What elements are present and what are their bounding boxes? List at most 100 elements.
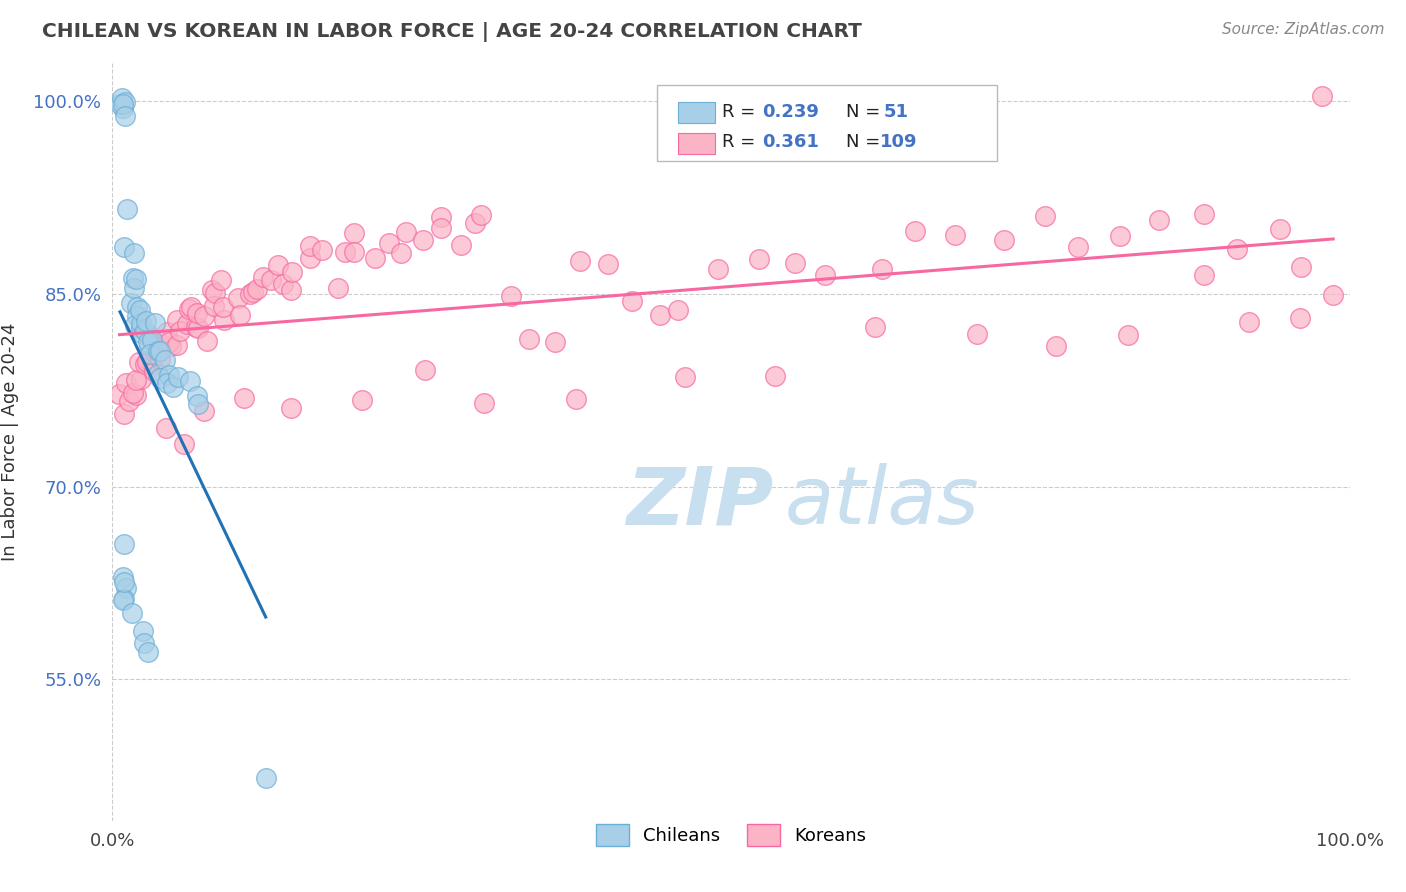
- Point: [159, 368, 181, 383]
- Point: [134, 324, 156, 338]
- Point: [112, 593, 135, 607]
- Point: [112, 240, 135, 254]
- Point: [1226, 242, 1249, 256]
- Point: [1116, 328, 1139, 343]
- Point: [148, 367, 170, 381]
- Point: [108, 387, 131, 401]
- Point: [763, 369, 786, 384]
- Text: 0.239: 0.239: [762, 103, 818, 120]
- FancyBboxPatch shape: [657, 85, 997, 161]
- Point: [271, 277, 294, 292]
- Point: [166, 369, 188, 384]
- Point: [389, 245, 412, 260]
- Point: [146, 334, 169, 348]
- Point: [186, 305, 208, 319]
- Point: [280, 283, 302, 297]
- Point: [464, 216, 486, 230]
- Point: [229, 309, 252, 323]
- Point: [326, 280, 349, 294]
- Point: [1045, 338, 1067, 352]
- Point: [470, 208, 492, 222]
- Point: [139, 329, 162, 343]
- Point: [1067, 240, 1090, 254]
- Point: [115, 376, 138, 390]
- Point: [111, 97, 134, 112]
- Point: [153, 353, 176, 368]
- Point: [450, 237, 472, 252]
- Point: [114, 537, 136, 551]
- Point: [568, 253, 591, 268]
- Point: [160, 339, 183, 353]
- Text: R =: R =: [723, 103, 762, 120]
- Point: [149, 344, 172, 359]
- Text: 109: 109: [880, 134, 917, 152]
- Point: [121, 606, 143, 620]
- Point: [157, 334, 180, 349]
- Point: [707, 262, 730, 277]
- Point: [122, 246, 145, 260]
- Text: Source: ZipAtlas.com: Source: ZipAtlas.com: [1222, 22, 1385, 37]
- Point: [125, 388, 148, 402]
- Point: [1147, 213, 1170, 227]
- Point: [134, 357, 156, 371]
- Point: [135, 314, 157, 328]
- FancyBboxPatch shape: [678, 102, 716, 123]
- Point: [1291, 260, 1313, 274]
- Point: [187, 320, 209, 334]
- Point: [943, 227, 966, 242]
- Point: [202, 299, 225, 313]
- Text: R =: R =: [723, 134, 762, 152]
- Point: [124, 373, 146, 387]
- Legend: Chileans, Koreans: Chileans, Koreans: [589, 817, 873, 854]
- Point: [298, 239, 321, 253]
- Point: [162, 380, 184, 394]
- Point: [129, 320, 152, 334]
- Point: [114, 95, 136, 110]
- Point: [118, 394, 141, 409]
- Text: CHILEAN VS KOREAN IN LABOR FORCE | AGE 20-24 CORRELATION CHART: CHILEAN VS KOREAN IN LABOR FORCE | AGE 2…: [42, 22, 862, 42]
- Point: [136, 645, 159, 659]
- Point: [149, 371, 172, 385]
- Point: [156, 325, 179, 339]
- Point: [186, 320, 208, 334]
- Point: [993, 233, 1015, 247]
- Point: [176, 317, 198, 331]
- Point: [112, 407, 135, 421]
- Point: [650, 308, 672, 322]
- Point: [143, 364, 166, 378]
- Point: [166, 338, 188, 352]
- Point: [124, 281, 146, 295]
- Point: [748, 252, 770, 267]
- Text: atlas: atlas: [785, 463, 979, 541]
- Point: [267, 258, 290, 272]
- Point: [138, 338, 160, 352]
- Point: [364, 251, 387, 265]
- Point: [352, 393, 374, 408]
- Point: [299, 252, 322, 266]
- Point: [193, 403, 215, 417]
- Point: [280, 401, 302, 415]
- Y-axis label: In Labor Force | Age 20-24: In Labor Force | Age 20-24: [1, 322, 20, 561]
- Point: [472, 396, 495, 410]
- Point: [111, 91, 134, 105]
- Point: [395, 226, 418, 240]
- Point: [136, 354, 159, 368]
- Point: [966, 326, 988, 341]
- Point: [156, 376, 179, 391]
- Point: [112, 574, 135, 589]
- Point: [412, 233, 434, 247]
- Point: [143, 316, 166, 330]
- Point: [1192, 207, 1215, 221]
- Point: [187, 397, 209, 411]
- Point: [136, 326, 159, 340]
- Point: [141, 357, 163, 371]
- Point: [145, 347, 167, 361]
- Point: [499, 289, 522, 303]
- Point: [204, 285, 226, 300]
- Text: N =: N =: [846, 103, 880, 120]
- Point: [121, 385, 143, 400]
- Point: [179, 374, 201, 388]
- Point: [343, 226, 366, 240]
- Point: [112, 569, 135, 583]
- Text: N =: N =: [846, 134, 880, 152]
